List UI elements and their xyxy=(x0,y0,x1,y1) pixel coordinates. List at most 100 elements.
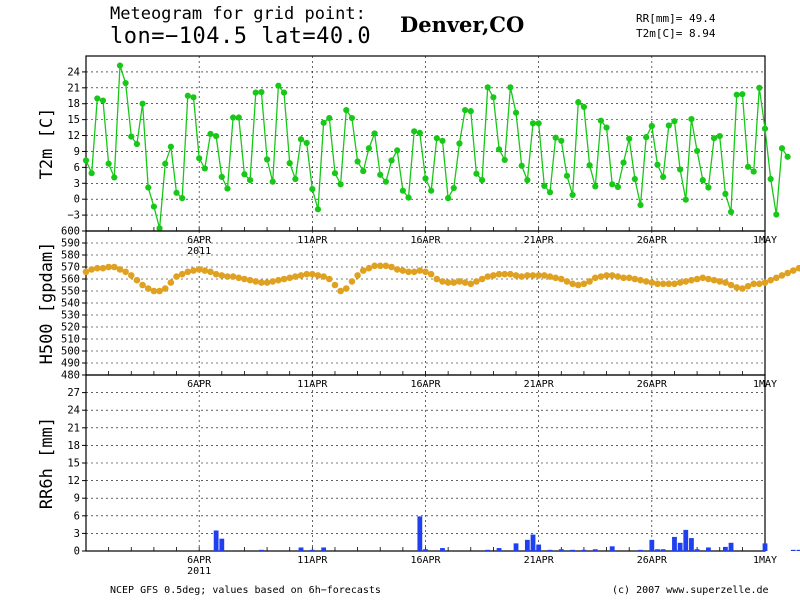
h500-point xyxy=(450,279,458,286)
t2m-point xyxy=(671,118,678,125)
h500-point xyxy=(739,285,746,292)
h500-point xyxy=(648,279,656,286)
t2m-point xyxy=(518,162,525,169)
h500-point xyxy=(722,279,729,286)
h500-point xyxy=(750,280,757,288)
h500-point xyxy=(399,267,407,274)
t2m-point xyxy=(133,140,141,148)
t2m-point xyxy=(575,99,582,106)
copyright-note: (c) 2007 www.superzelle.de xyxy=(612,585,769,596)
h500-ytick-label: 540 xyxy=(61,298,80,310)
t2m-ytick-label: 12 xyxy=(67,130,80,142)
h500-point xyxy=(235,274,243,282)
t2m-point xyxy=(705,184,712,191)
rr-bar xyxy=(570,549,576,551)
h500-point xyxy=(224,273,231,280)
t2m-xtick-label: 6APR xyxy=(187,235,212,246)
t2m-point xyxy=(196,155,203,162)
h500-point xyxy=(246,276,254,284)
t2m-ytick-label: 6 xyxy=(74,162,80,174)
h500-point xyxy=(518,273,525,280)
h500-point xyxy=(275,276,282,284)
t2m-point xyxy=(252,89,259,96)
h500-point xyxy=(354,272,361,279)
t2m-point xyxy=(382,178,389,185)
t2m-point xyxy=(241,171,248,178)
h500-ytick-label: 490 xyxy=(61,358,80,370)
h500-point xyxy=(82,268,90,276)
t2m-point xyxy=(388,157,395,164)
t2m-point xyxy=(309,186,316,193)
t2m-point xyxy=(116,62,124,69)
h500-point xyxy=(122,268,129,276)
h500-point xyxy=(105,263,112,271)
rr6h-ytick-label: 12 xyxy=(67,475,80,487)
rr-bar xyxy=(762,543,768,551)
t2m-point xyxy=(365,145,373,152)
t2m-point xyxy=(428,187,435,194)
t2m-point xyxy=(139,100,146,107)
t2m-point xyxy=(167,143,174,150)
h500-point xyxy=(614,273,622,280)
rr-bar xyxy=(423,549,428,551)
h500-ytick-label: 480 xyxy=(61,370,80,382)
title-line1: Meteogram for grid point: xyxy=(110,4,366,24)
t2m-point xyxy=(162,160,169,167)
t2m-point xyxy=(258,88,265,96)
h500-point xyxy=(574,281,582,289)
t2m-ylabel: T2m [C] xyxy=(37,108,57,180)
rr6h-ytick-label: 9 xyxy=(74,493,80,505)
h500-point xyxy=(201,267,209,274)
t2m-point xyxy=(433,135,440,142)
h500-point xyxy=(727,281,735,289)
t2m-point xyxy=(439,137,446,144)
title-coordinates: lon=−104.5 lat=40.0 xyxy=(110,24,372,49)
h500-point xyxy=(314,272,322,279)
h500-point xyxy=(388,263,395,271)
t2m-point xyxy=(94,95,101,102)
h500-point xyxy=(654,280,661,288)
h500-point xyxy=(393,266,401,273)
h500-point xyxy=(546,273,554,280)
h500-point xyxy=(733,284,741,291)
rr-bar xyxy=(524,539,530,551)
h500-point xyxy=(484,273,492,280)
h500-point xyxy=(427,270,435,278)
t2m-point xyxy=(473,170,480,177)
h500-point xyxy=(795,264,800,272)
t2m-point xyxy=(297,136,305,143)
t2m-point xyxy=(445,195,452,202)
rr6h-ytick-label: 24 xyxy=(67,405,80,417)
rr-bar xyxy=(683,529,689,551)
h500-ytick-label: 580 xyxy=(61,250,80,262)
h500-point xyxy=(710,276,718,284)
rr-bar xyxy=(796,549,800,551)
t2m-point xyxy=(648,122,655,130)
rr6h-ytick-label: 18 xyxy=(67,440,80,452)
h500-point xyxy=(433,275,441,283)
t2m-point xyxy=(292,175,299,183)
t2m-point xyxy=(478,176,486,184)
h500-point xyxy=(620,274,627,282)
rr-bar xyxy=(496,548,502,551)
t2m-point xyxy=(184,92,191,99)
h500-point xyxy=(495,270,503,278)
source-note: NCEP GFS 0.5deg; values based on 6h−fore… xyxy=(110,585,381,596)
h500-point xyxy=(331,281,339,289)
t2m-xtick-label: 26APR xyxy=(637,235,668,246)
h500-point xyxy=(637,276,644,284)
t2m-point xyxy=(422,175,429,182)
rr-bar xyxy=(417,516,423,551)
rr-bar xyxy=(706,547,711,551)
h500-point xyxy=(99,264,107,272)
t2m-point xyxy=(501,156,508,164)
rr6h-ytick-label: 0 xyxy=(74,546,80,558)
t2m-ytick-label: 0 xyxy=(74,194,80,206)
rr-bar xyxy=(259,549,264,551)
h500-point xyxy=(410,268,418,276)
h500-point xyxy=(778,272,786,279)
h500-point xyxy=(756,280,763,288)
t2m-point xyxy=(201,165,208,172)
h500-point xyxy=(173,273,180,280)
t2m-point xyxy=(637,201,644,209)
